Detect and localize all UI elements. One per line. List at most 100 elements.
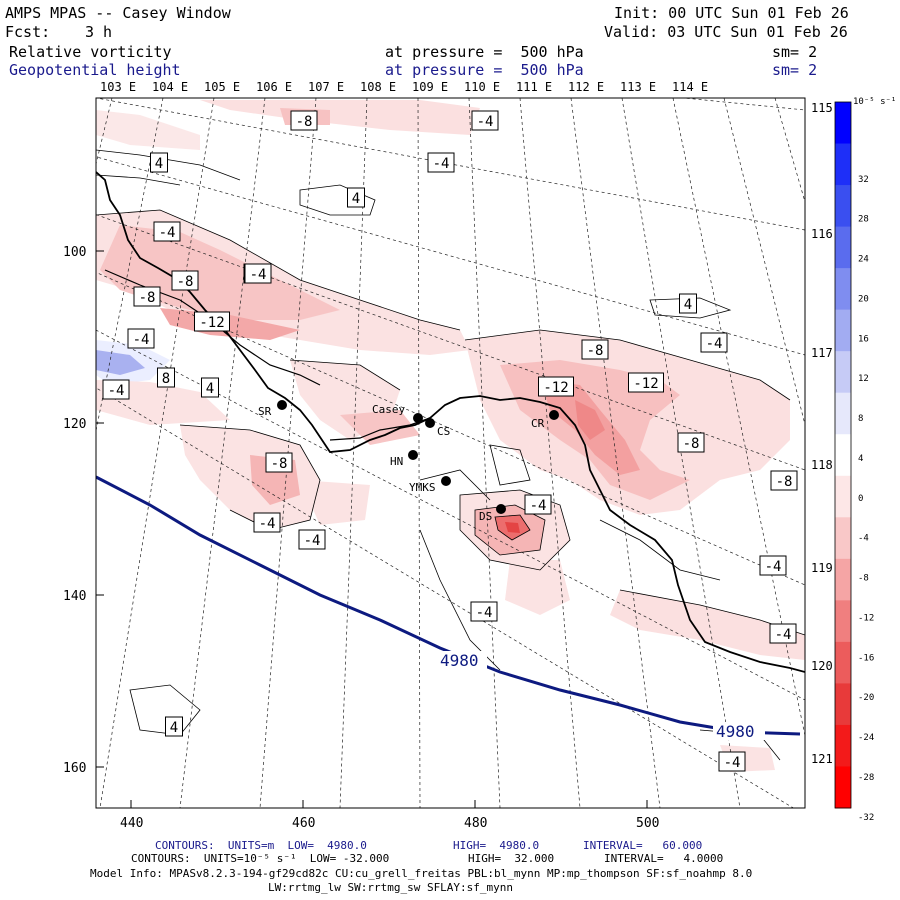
- colorbar-swatch: [835, 309, 851, 352]
- colorbar-label: 24: [858, 255, 869, 265]
- contour-label: 4: [684, 297, 692, 313]
- footer-vorticity-interval: INTERVAL= 4.0000: [604, 852, 724, 865]
- lon-label: 103 E: [100, 80, 136, 94]
- contour-label-box: [194, 311, 230, 332]
- height-contour-label: 4980: [440, 651, 479, 670]
- contour-label: -12: [199, 315, 224, 331]
- contour-label-box: [253, 512, 281, 533]
- colorbar-swatch: [835, 351, 851, 394]
- station-label-casey: Casey: [372, 403, 405, 416]
- contour-label: -4: [108, 383, 125, 399]
- x-tick-460: 460: [292, 816, 315, 831]
- station-dot-hn[interactable]: [408, 450, 418, 460]
- lon-label: 104 E: [152, 80, 188, 94]
- contour-label-box: [700, 332, 728, 353]
- station-dot-ymks[interactable]: [441, 476, 451, 486]
- contour-label-box: [347, 187, 365, 208]
- contour-label-box: [471, 110, 499, 131]
- contour-label: -12: [633, 376, 658, 392]
- station-label-hn: HN: [390, 455, 403, 468]
- contour-label: -8: [776, 474, 793, 490]
- station-dot-ds[interactable]: [496, 504, 506, 514]
- contour-label-box: [628, 372, 664, 393]
- colorbar-swatch: [835, 517, 851, 560]
- x-tick-500: 500: [636, 816, 659, 831]
- contour-label: -8: [587, 343, 604, 359]
- colorbar-swatch: [835, 600, 851, 643]
- colorbar-label: -4: [858, 534, 869, 544]
- contour-label-box: [244, 263, 272, 284]
- contour-label: -4: [706, 336, 723, 352]
- contour-label-box: [677, 432, 705, 453]
- contour-label-box: [201, 377, 219, 398]
- colorbar-swatch: [835, 226, 851, 269]
- contour-label: -4: [433, 156, 450, 172]
- footer-model-info-2: LW:rrtmg_lw SW:rrtmg_sw SFLAY:sf_mynn: [268, 881, 514, 894]
- map-title: AMPS MPAS -- Casey Window: [5, 4, 231, 22]
- footer-vorticity-contours: CONTOURS: UNITS=10⁻⁵ s⁻¹ LOW= -32.000: [131, 852, 390, 865]
- lon-label: 108 E: [360, 80, 396, 94]
- colorbar-label: 4: [858, 454, 863, 464]
- contour-label: -8: [271, 456, 288, 472]
- field2-level: at pressure = 500 hPa: [385, 61, 584, 79]
- contour-label: -4: [530, 498, 547, 514]
- map-frame: [95, 97, 806, 809]
- station-label-sr: SR: [258, 405, 272, 418]
- station-dot-casey[interactable]: [413, 413, 423, 423]
- contour-label: 4: [170, 720, 178, 736]
- contour-label-box: [150, 152, 168, 173]
- footer-height-interval: INTERVAL= 60.000: [583, 839, 703, 852]
- station-dot-cs[interactable]: [425, 418, 435, 428]
- colorbar-swatch: [835, 143, 851, 186]
- colorbar-swatch: [835, 475, 851, 518]
- colorbar-label: -12: [858, 613, 874, 623]
- x-tick-480: 480: [464, 816, 487, 831]
- contour-label: -4: [765, 559, 782, 575]
- contour-label-box: [581, 339, 609, 360]
- colorbar-label: 32: [858, 175, 869, 185]
- contour-label: 8: [162, 371, 170, 387]
- station-dot-sr[interactable]: [277, 400, 287, 410]
- colorbar-swatch: [835, 766, 851, 809]
- field2-smoothing: sm= 2: [772, 61, 818, 79]
- contour-label: -8: [139, 290, 156, 306]
- colorbar-swatch: [835, 683, 851, 726]
- colorbar-swatch: [835, 434, 851, 477]
- contour-label-group: -8 -4 4 -4 4 -4 -4 -8 -8 -12 -4 8 -4 4 -8 -4 -4 4 -8 -4 -12 -…: [102, 110, 798, 772]
- contour-label: 4: [352, 191, 360, 207]
- init-time: Init: 00 UTC Sun 01 Feb 26: [614, 4, 849, 22]
- contour-label-box: [265, 452, 293, 473]
- footer-height-high: HIGH= 4980.0: [453, 839, 540, 852]
- forecast-hour: 3 h: [85, 23, 113, 41]
- lon-label: 113 E: [620, 80, 656, 94]
- field1-name: Relative vorticity: [9, 43, 172, 61]
- contour-label: -4: [304, 533, 321, 549]
- contour-label: -4: [775, 627, 792, 643]
- field1-smoothing: sm= 2: [772, 43, 818, 61]
- contour-label-box: [427, 152, 455, 173]
- contour-label: -8: [177, 274, 194, 290]
- contour-label-box: [524, 494, 552, 515]
- colorbar-swatch: [835, 724, 851, 767]
- contour-label: -4: [259, 516, 276, 532]
- contour-label: -4: [476, 605, 493, 621]
- colorbar-swatch: [835, 641, 851, 684]
- contour-label: -4: [159, 225, 176, 241]
- lon-label: 106 E: [256, 80, 292, 94]
- colorbar-label: 20: [858, 294, 869, 304]
- contour-label-box: [770, 470, 798, 491]
- station-label-cr: CR: [531, 417, 545, 430]
- contour-label-box: [133, 286, 161, 307]
- colorbar-label: 8: [858, 414, 863, 424]
- field1-level: at pressure = 500 hPa: [385, 43, 584, 61]
- colorbar-label: 16: [858, 334, 869, 344]
- y-tick-140: 140: [63, 589, 86, 604]
- valid-time: Valid: 03 UTC Sun 01 Feb 26: [604, 23, 848, 41]
- contour-label: -4: [724, 755, 741, 771]
- lon-label: 109 E: [412, 80, 448, 94]
- lon-label: 107 E: [308, 80, 344, 94]
- contour-label: -4: [250, 267, 267, 283]
- colorbar-label: 12: [858, 374, 869, 384]
- y-tick-160: 160: [63, 761, 86, 776]
- station-dot-cr[interactable]: [549, 410, 559, 420]
